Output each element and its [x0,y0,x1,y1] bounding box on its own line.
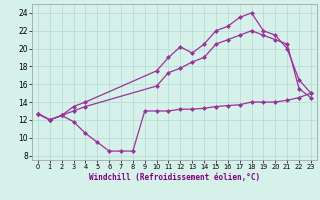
X-axis label: Windchill (Refroidissement éolien,°C): Windchill (Refroidissement éolien,°C) [89,173,260,182]
